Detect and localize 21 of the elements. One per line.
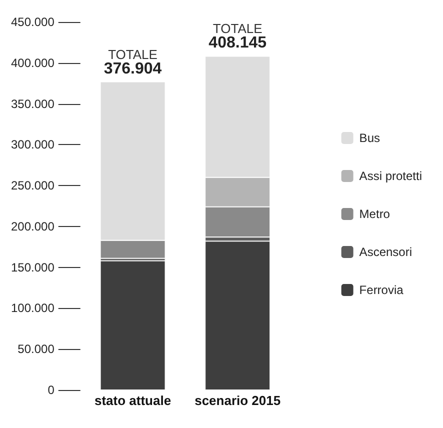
legend-label: Assi protetti <box>359 169 422 183</box>
x-tick-label: scenario 2015 <box>194 393 281 408</box>
y-tick-label: 150.000 <box>10 260 55 274</box>
x-tick-label: stato attuale <box>94 393 172 408</box>
y-tick-label: 300.000 <box>10 138 55 152</box>
legend-label: Ascensori <box>359 245 412 259</box>
total-label: 408.145 <box>208 34 267 52</box>
y-tick-label: 50.000 <box>18 342 55 356</box>
legend-label: Ferrovia <box>359 283 404 297</box>
y-tick-label: 250.000 <box>10 178 55 193</box>
y-tick-label: 400.000 <box>10 56 55 70</box>
y-tick-label: 350.000 <box>10 96 55 111</box>
total-label: 376.904 <box>104 60 162 78</box>
y-tick-label: 100.000 <box>10 301 55 316</box>
legend-label: Bus <box>359 131 380 145</box>
y-tick-label: 450.000 <box>10 15 55 29</box>
y-tick-label: 0 <box>48 383 55 397</box>
legend-label: Metro <box>359 207 390 221</box>
annotation: TOTALE <box>212 21 263 36</box>
annotation: TOTALE <box>108 46 158 62</box>
y-tick-label: 200.000 <box>10 219 55 234</box>
